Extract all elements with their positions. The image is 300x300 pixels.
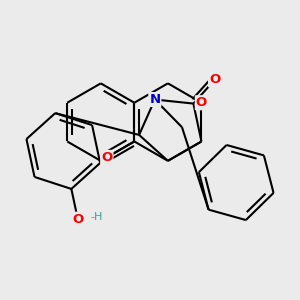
Text: O: O bbox=[72, 213, 83, 226]
Text: O: O bbox=[209, 74, 220, 86]
Text: -H: -H bbox=[91, 212, 103, 222]
Text: N: N bbox=[149, 93, 161, 106]
Text: O: O bbox=[101, 151, 112, 164]
Text: O: O bbox=[196, 96, 207, 109]
